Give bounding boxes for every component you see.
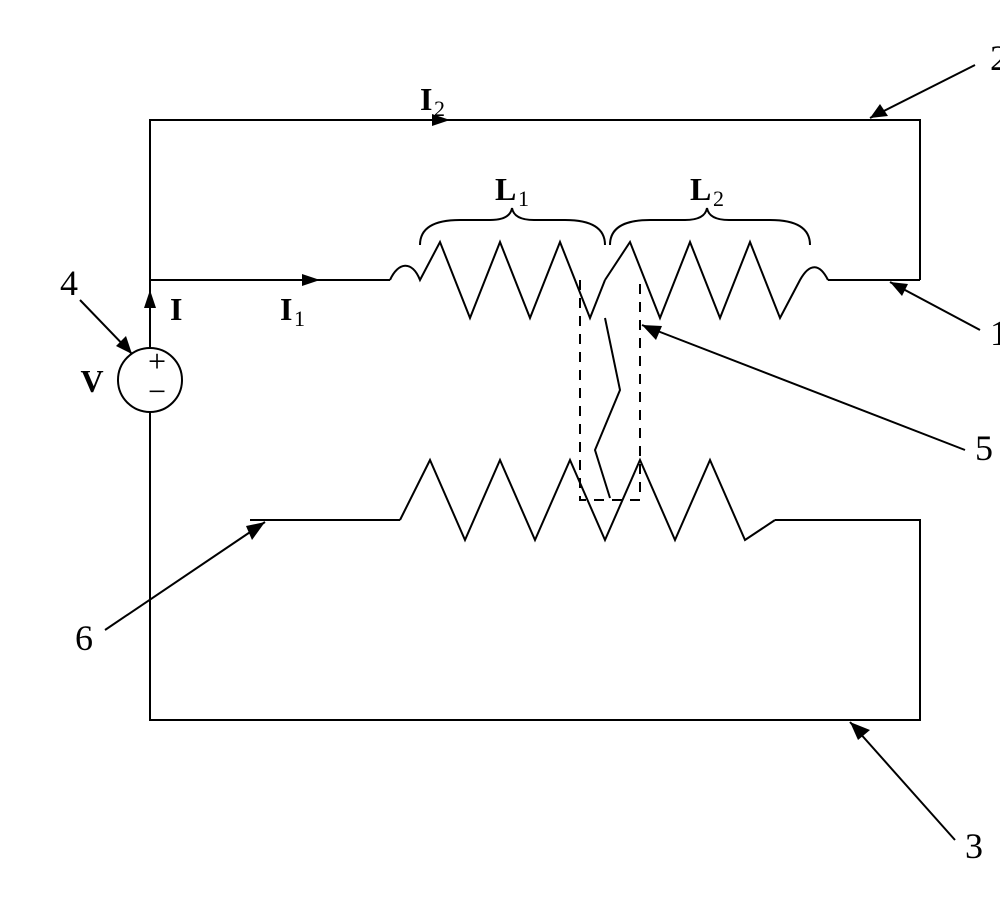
leader-5 (642, 325, 965, 450)
label-L1-base: L (495, 171, 516, 207)
leader-5-arrow (642, 325, 662, 340)
wire-lower-return (150, 412, 920, 720)
callout-3: 3 (965, 826, 983, 866)
label-L2-sub: 2 (713, 186, 724, 211)
brace-L2 (610, 208, 810, 245)
lower-coil (400, 460, 775, 540)
arrow-I1 (302, 274, 320, 286)
source-label: V (80, 363, 103, 399)
zig-connector (595, 318, 620, 498)
arrow-I (144, 290, 156, 308)
label-I2-sub: 2 (434, 96, 445, 121)
callout-2: 2 (990, 38, 1000, 78)
wire-top-branch (150, 120, 920, 280)
leader-2 (870, 65, 975, 118)
callout-4: 4 (60, 263, 78, 303)
callout-5: 5 (975, 428, 993, 468)
source-minus: − (148, 373, 166, 409)
leader-1-arrow (890, 282, 908, 296)
inductor-L2 (605, 242, 828, 318)
label-I1-sub: 1 (294, 306, 305, 331)
callout-1: 1 (990, 313, 1000, 353)
callout-6: 6 (75, 618, 93, 658)
leader-3-arrow (850, 722, 870, 740)
label-I2-base: I (420, 81, 432, 117)
circuit-diagram: + − V I I 2 I 1 L 1 L 2 2 1 5 (20, 20, 1000, 891)
label-L1-sub: 1 (518, 186, 529, 211)
inductor-L1 (390, 242, 605, 318)
label-I1-base: I (280, 291, 292, 327)
label-I: I (170, 291, 182, 327)
brace-L1 (420, 208, 605, 245)
leader-6 (105, 522, 265, 630)
leader-3 (850, 722, 955, 840)
leader-6-arrow (246, 522, 265, 540)
label-L2-base: L (690, 171, 711, 207)
